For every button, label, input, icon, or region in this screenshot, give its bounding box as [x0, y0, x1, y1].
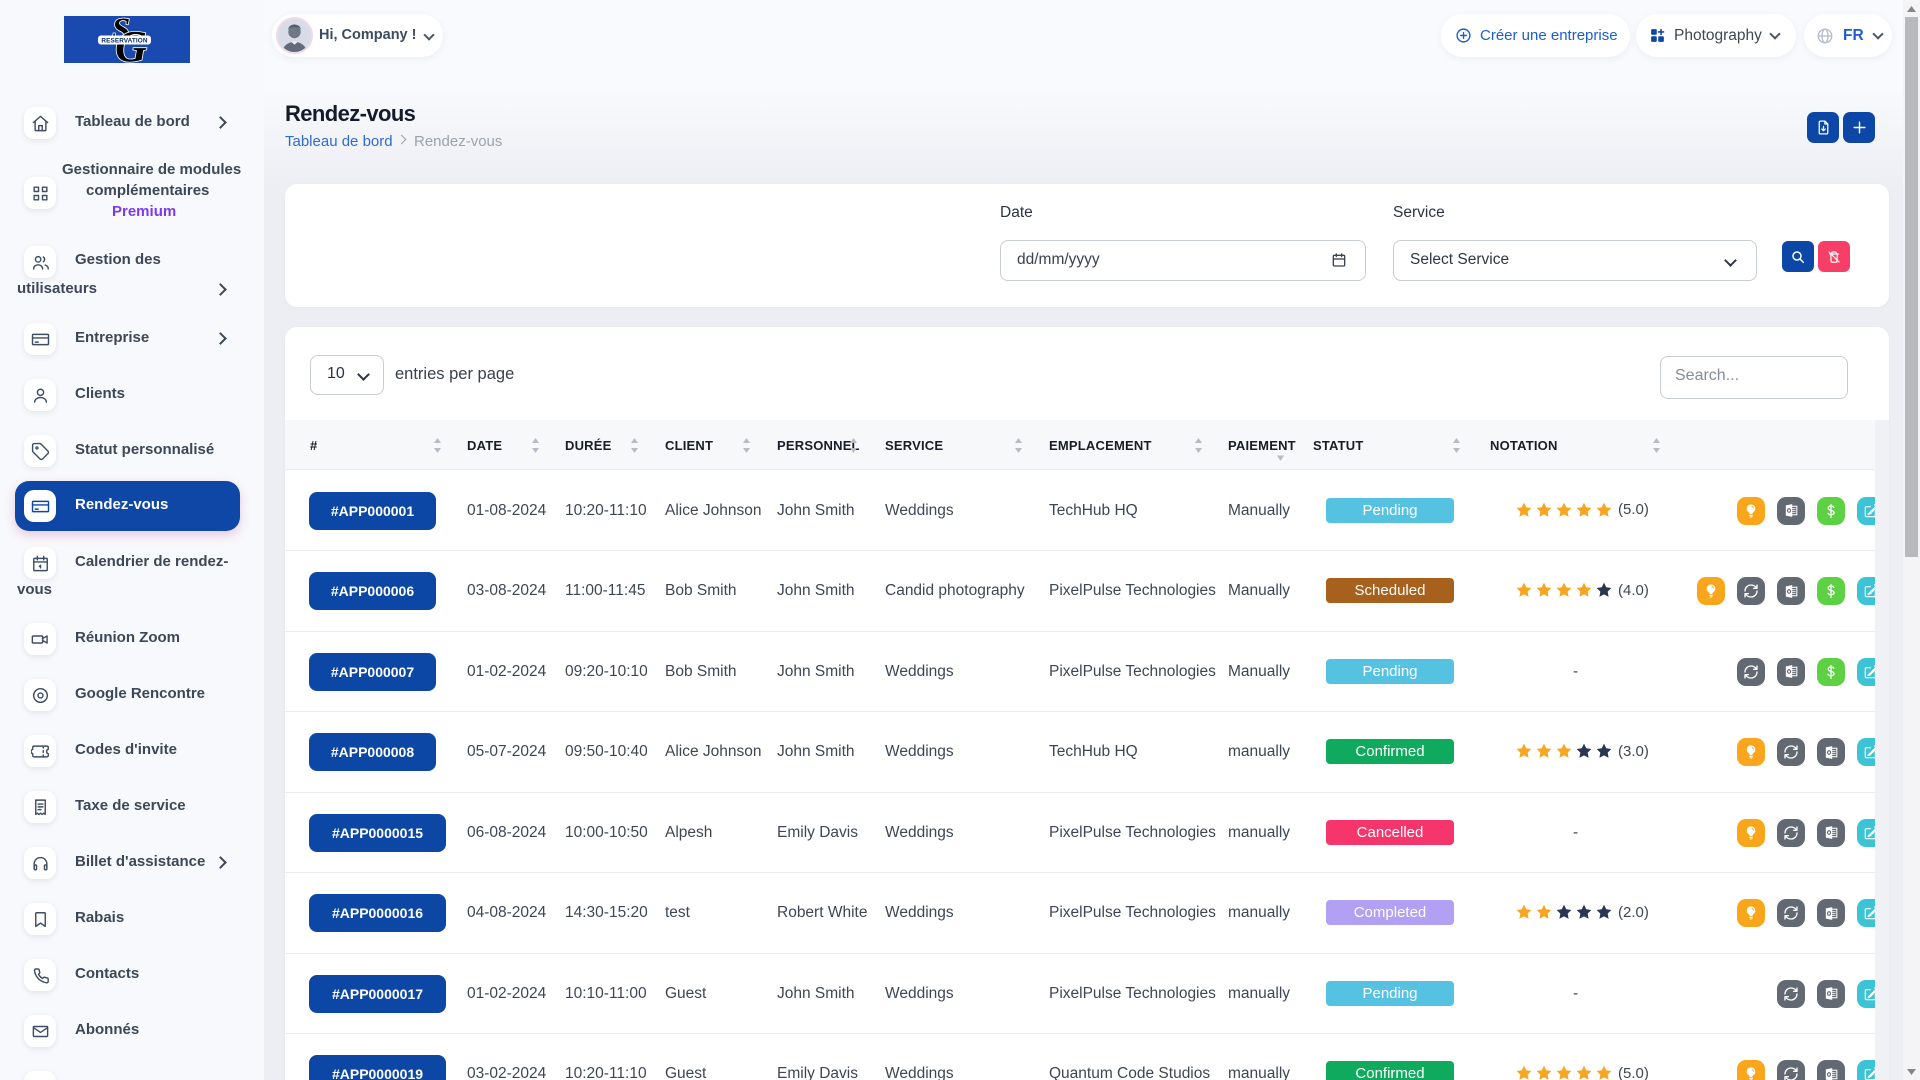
svg-text:G: G — [115, 22, 147, 63]
svg-text:RESERVATION: RESERVATION — [101, 38, 147, 45]
